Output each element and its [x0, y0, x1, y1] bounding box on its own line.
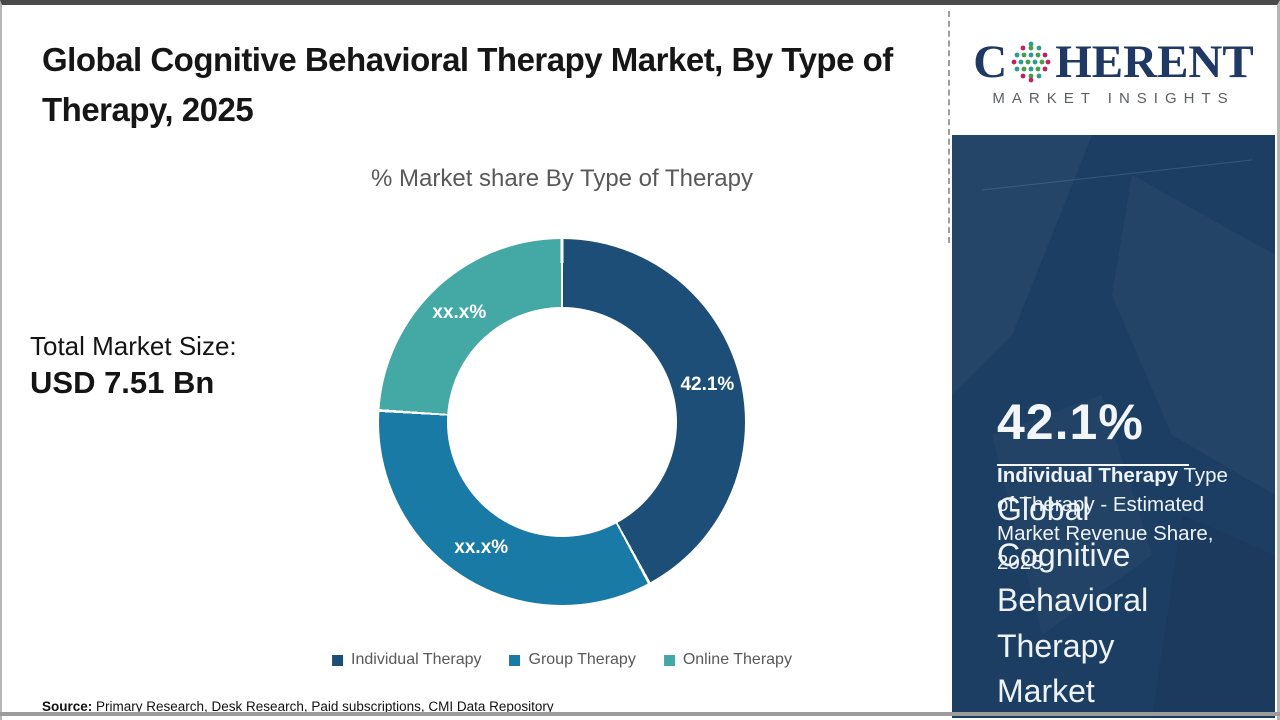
panel-market-line: Therapy: [997, 627, 1115, 664]
segment-label-group-therapy: xx.x%: [454, 537, 509, 559]
logo-subtitle: MARKET INSIGHTS: [992, 89, 1235, 107]
chart-legend: Individual Therapy Group Therapy Online …: [332, 651, 792, 669]
panel-market-line: Cognitive: [997, 536, 1131, 573]
slide-bottom-border: [0, 712, 1280, 716]
legend-swatch-individual: [332, 654, 344, 666]
map-texture: [981, 159, 1275, 718]
source-prefix: Source:: [42, 699, 93, 714]
panel-market-name: Global Cognitive Behavioral Therapy Market: [997, 487, 1148, 715]
highlight-panel: 42.1% Individual Therapy Type of Therapy…: [952, 135, 1275, 718]
logo-letter-c: C: [973, 35, 1008, 88]
legend-swatch-online: [663, 654, 675, 666]
chart-subtitle: % Market share By Type of Therapy: [371, 165, 753, 192]
total-market-size-value: USD 7.51 Bn: [30, 365, 215, 400]
legend-item-individual-therapy: Individual Therapy: [332, 651, 482, 669]
panel-share-value: 42.1%: [997, 394, 1144, 450]
legend-label: Group Therapy: [528, 651, 636, 668]
panel-market-line: Market: [997, 673, 1095, 709]
panel-description-rest: Type of Therapy - Estimated Market Reven…: [997, 464, 1228, 574]
total-market-size-label: Total Market Size:: [30, 331, 237, 361]
panel-divider: [997, 464, 1189, 466]
legend-item-online-therapy: Online Therapy: [663, 651, 792, 669]
panel-description-bold: Individual Therapy: [997, 464, 1179, 487]
brand-logo: C HERENT MARKET INSIGHTS: [952, 10, 1275, 135]
donut-chart: 42.1% xx.x% xx.x%: [379, 239, 745, 605]
logo-wordmark: C HERENT: [973, 35, 1254, 88]
legend-label: Online Therapy: [682, 651, 792, 668]
source-text: Primary Research, Desk Research, Paid su…: [92, 699, 554, 714]
legend-item-group-therapy: Group Therapy: [509, 651, 636, 669]
panel-market-line: Behavioral: [997, 582, 1149, 618]
segment-label-online-therapy: xx.x%: [432, 301, 487, 323]
panel-market-line: Global: [997, 491, 1090, 527]
legend-label: Individual Therapy: [351, 651, 482, 668]
panel-description: Individual Therapy Type of Therapy - Est…: [997, 461, 1247, 577]
logo-word-rest: HERENT: [1055, 35, 1254, 88]
legend-swatch-group: [509, 654, 521, 666]
page-title: Global Cognitive Behavioral Therapy Mark…: [42, 41, 893, 128]
dashed-divider: [948, 11, 950, 243]
segment-label-individual-therapy: 42.1%: [680, 374, 735, 396]
donut-hole: [447, 307, 677, 537]
globe-dots-icon: [1011, 41, 1051, 83]
source-line: Source: Primary Research, Desk Research,…: [42, 699, 554, 714]
